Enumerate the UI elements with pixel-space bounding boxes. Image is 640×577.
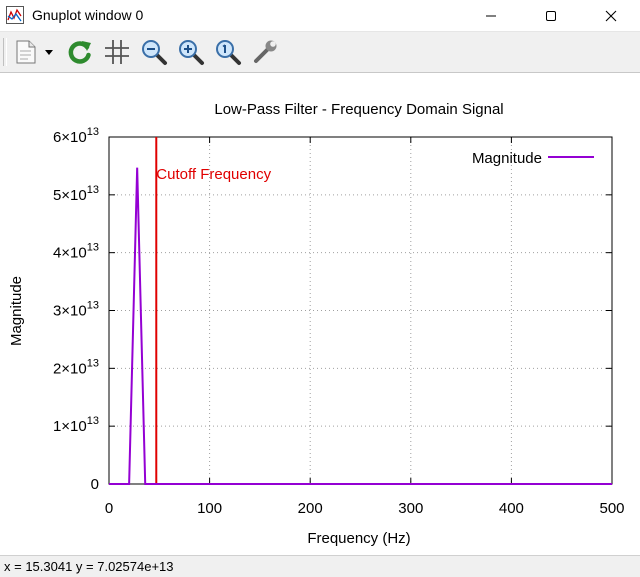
series-magnitude-line — [109, 167, 612, 485]
zoom-in-icon — [179, 40, 204, 65]
close-button[interactable] — [588, 0, 634, 31]
wrench-icon — [254, 40, 277, 63]
autoscale-button[interactable] — [212, 36, 244, 68]
zoom-previous-button[interactable] — [138, 36, 170, 68]
title-bar: Gnuplot window 0 — [0, 0, 640, 32]
x-tick-labels: 0 100 200 300 400 500 — [105, 500, 625, 517]
y-tick-label: 5×1013 — [53, 184, 99, 204]
y-tick-label: 4×1013 — [53, 242, 99, 262]
clipboard-page-icon — [16, 40, 36, 64]
options-dropdown-button[interactable] — [40, 36, 58, 68]
x-axis-label: Frequency (Hz) — [307, 530, 410, 547]
grid-lines — [109, 137, 612, 484]
chart-svg: Low-Pass Filter - Frequency Domain Signa… — [8, 101, 625, 547]
x-tick-label: 0 — [105, 500, 113, 517]
toolbar-grip — [3, 38, 7, 66]
options-button[interactable] — [249, 36, 281, 68]
x-tick-label: 500 — [599, 500, 624, 517]
chart-title: Low-Pass Filter - Frequency Domain Signa… — [214, 101, 503, 118]
x-tick-label: 100 — [197, 500, 222, 517]
x-tick-label: 400 — [499, 500, 524, 517]
y-tick-label: 1×1013 — [53, 415, 99, 435]
zoom-out-icon — [142, 40, 167, 65]
plot-area[interactable]: Low-Pass Filter - Frequency Domain Signa… — [0, 73, 640, 555]
minimize-button[interactable] — [468, 0, 514, 31]
y-tick-label: 2×1013 — [53, 357, 99, 377]
close-icon — [605, 10, 617, 21]
grid-icon — [105, 40, 129, 64]
replot-button[interactable] — [64, 36, 96, 68]
toolbar — [0, 32, 640, 73]
dropdown-arrow-icon — [45, 50, 53, 55]
legend-entry-magnitude: Magnitude — [472, 150, 542, 167]
axis-ticks — [108, 136, 613, 485]
plot-border — [108, 136, 613, 485]
zoom-reset-icon — [216, 40, 241, 65]
status-bar: x = 15.3041 y = 7.02574e+13 — [0, 555, 640, 577]
x-tick-label: 300 — [398, 500, 423, 517]
y-tick-label: 0 — [91, 476, 99, 493]
grid-button[interactable] — [101, 36, 133, 68]
cursor-coordinates: x = 15.3041 y = 7.02574e+13 — [4, 559, 174, 574]
cutoff-frequency-label: Cutoff Frequency — [156, 166, 271, 183]
copy-to-clipboard-button[interactable] — [10, 36, 42, 68]
minimize-icon — [486, 15, 496, 16]
y-axis-label: Magnitude — [8, 276, 25, 346]
y-tick-label: 6×1013 — [53, 126, 99, 146]
maximize-button[interactable] — [528, 0, 574, 31]
x-tick-label: 200 — [298, 500, 323, 517]
y-tick-labels: 0 1×1013 2×1013 3×1013 4×1013 5×1013 6×1013 — [53, 126, 99, 493]
window-title: Gnuplot window 0 — [32, 7, 144, 23]
refresh-icon — [68, 41, 91, 64]
y-tick-label: 3×1013 — [53, 300, 99, 320]
gnuplot-app-icon — [6, 6, 24, 24]
maximize-icon — [546, 10, 556, 21]
zoom-next-button[interactable] — [175, 36, 207, 68]
